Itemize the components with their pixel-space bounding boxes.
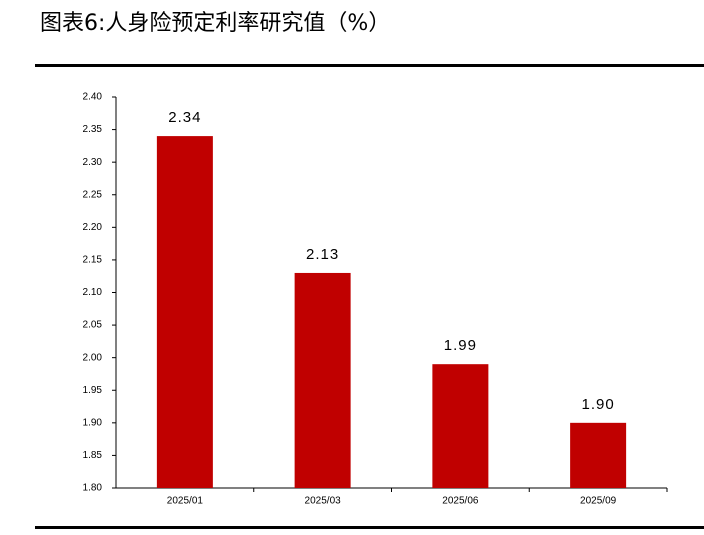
y-tick-label: 1.85 xyxy=(83,450,103,461)
chart-title: 图表6:人身险预定利率研究值（%） xyxy=(40,11,390,36)
y-tick-label: 2.00 xyxy=(83,352,103,363)
bar xyxy=(156,136,213,488)
bottom-rule xyxy=(35,526,704,529)
y-tick-label: 1.80 xyxy=(83,483,103,494)
x-tick-label: 2025/01 xyxy=(167,496,204,507)
y-tick-label: 2.20 xyxy=(83,222,103,233)
y-tick-label: 2.25 xyxy=(83,189,103,200)
bar xyxy=(570,422,627,488)
value-label: 1.90 xyxy=(582,396,615,413)
x-tick-label: 2025/06 xyxy=(442,496,479,507)
y-tick-label: 2.30 xyxy=(83,157,103,168)
value-label: 2.34 xyxy=(168,109,201,126)
x-tick-label: 2025/03 xyxy=(305,496,342,507)
title-rule xyxy=(35,64,704,67)
value-label: 1.99 xyxy=(444,337,477,354)
y-tick-label: 2.15 xyxy=(83,255,103,266)
y-tick-label: 1.90 xyxy=(83,417,103,428)
y-tick-label: 2.35 xyxy=(83,124,103,135)
x-tick-label: 2025/09 xyxy=(580,496,617,507)
bar xyxy=(432,364,489,488)
y-tick-label: 2.05 xyxy=(83,320,103,331)
value-label: 2.13 xyxy=(306,246,339,263)
y-tick-label: 2.10 xyxy=(83,287,103,298)
bar xyxy=(294,272,351,488)
y-tick-label: 1.95 xyxy=(83,385,103,396)
y-tick-label: 2.40 xyxy=(83,92,103,103)
